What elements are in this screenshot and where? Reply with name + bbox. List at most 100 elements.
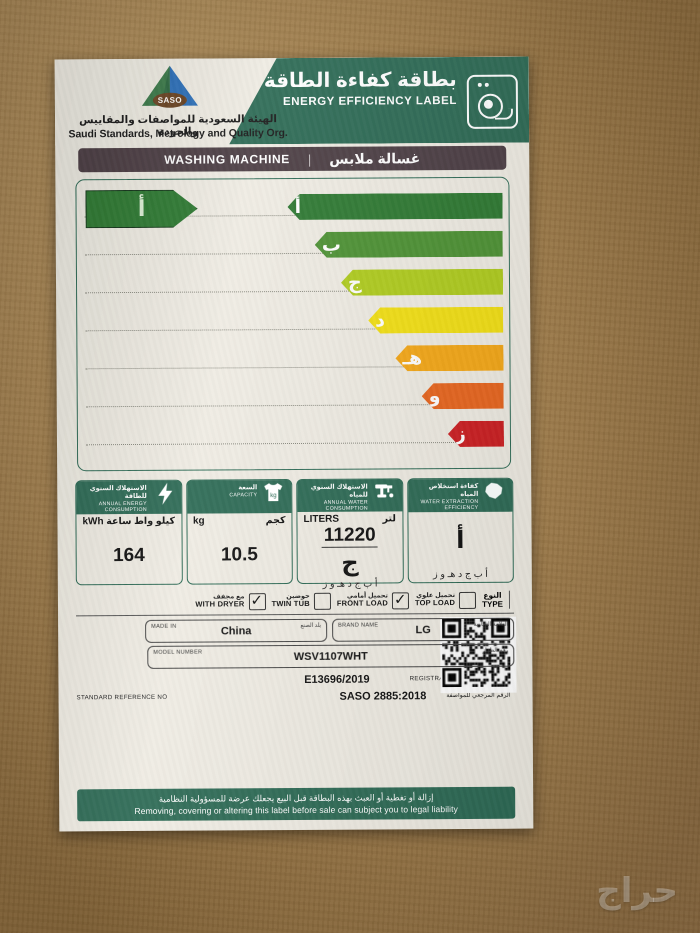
metric-header: kg السعة CAPACITY (186, 480, 292, 514)
type-bar-separator: | (307, 151, 312, 167)
standard-reference-label-en: STANDARD REFERENCE NO (76, 693, 168, 702)
legal-warning-en: Removing, covering or altering this labe… (134, 804, 458, 816)
legal-warning-footer: إزالة أو تغطية أو العبث بهذه البطاقة قبل… (77, 786, 516, 822)
metric-units: kg كجم (187, 513, 292, 527)
made-in-value: China (220, 624, 252, 637)
made-in-label-ar: بلد الصنع (300, 622, 322, 629)
metric-scale: أ ب ج د هـ و ز (433, 568, 488, 581)
checkbox-input-front-load[interactable] (391, 591, 410, 609)
metric-header: كفاءة استخلاص المياه WATER EXTRACTION EFF… (407, 478, 513, 513)
rating-bar-6: ز (448, 421, 504, 447)
energy-rating-ladder: أ ب ج د هـ و ز أ (75, 176, 512, 472)
info-row-brand-origin: BRAND NAME العلامة التجارية LG MADE IN ب… (76, 617, 515, 644)
model-number-field: MODEL NUMBER رقم الطراز WSV1107WHT (147, 643, 515, 669)
metric-box-annual-energy-consumption: الاستهلاك السنوي للطاقة ANNUAL ENERGY CON… (75, 479, 183, 586)
checkbox-label: حوضين TWIN TUB (271, 593, 310, 609)
metric-unit-ar: لتر (382, 513, 396, 525)
type-label-ar: النوع (483, 590, 502, 600)
rating-letter: ب (321, 234, 341, 256)
rating-bar-3: د (368, 307, 503, 334)
metric-box-capacity: kg السعة CAPACITY kg كجم 10.5 (185, 479, 293, 585)
metrics-row: الاستهلاك السنوي للطاقة ANNUAL ENERGY CON… (75, 477, 514, 590)
brand-name-label-en: BRAND NAME (338, 622, 379, 629)
brand-name-label-ar: العلامة التجارية (473, 621, 509, 628)
metric-unit-en: kWh (82, 516, 104, 528)
tshirt-icon: kg (262, 482, 284, 507)
saudi-map-icon (483, 481, 505, 506)
product-type-bar: WASHING MACHINE | غسالة ملابس (78, 145, 507, 173)
checkbox-twin-tub[interactable]: حوضين TWIN TUB (271, 592, 331, 610)
metric-units: kWh كيلو واط ساعة (76, 514, 181, 528)
checkbox-input-top-load[interactable] (458, 591, 477, 609)
metric-box-annual-water-consumption: الاستهلاك السنوي للمياه ANNUAL WATER CONS… (296, 478, 404, 590)
selected-rating-arrow: أ (85, 190, 197, 229)
metric-value: 164 (113, 544, 145, 566)
metric-value: 11220 (321, 524, 378, 548)
metric-grade: ج (341, 549, 359, 577)
checkbox-label-en: FRONT LOAD (336, 598, 389, 609)
rating-bar-2: ج (341, 269, 503, 296)
metric-unit-ar: كجم (265, 515, 286, 527)
product-info-section: BRAND NAME العلامة التجارية LG MADE IN ب… (76, 616, 517, 707)
rating-letter: هـ (402, 347, 423, 369)
metric-box-water-extraction-efficiency: كفاءة استخلاص المياه WATER EXTRACTION EFF… (406, 477, 514, 584)
metric-units: LITERS لتر (297, 511, 402, 525)
type-label-en: TYPE (482, 599, 504, 609)
rating-bar-0: أ (287, 193, 502, 220)
rating-bar-1: ب (315, 231, 503, 258)
rating-bar-4: هـ (395, 345, 503, 372)
rating-letter: و (428, 385, 441, 407)
rating-letter: ز (454, 423, 466, 445)
saso-logo: SASO (139, 65, 201, 115)
organization-name-en: Saudi Standards, Metrology and Quality O… (68, 127, 288, 141)
header-title-en: ENERGY EFFICIENCY LABEL (282, 94, 457, 109)
rating-letter: د (375, 309, 386, 332)
checkbox-top-load[interactable]: تحميل علوي TOP LOAD (414, 591, 477, 609)
metric-grade: أ (456, 526, 465, 555)
standard-reference-value: SASO 2885:2018 (339, 689, 427, 703)
metric-unit-en: LITERS (303, 513, 340, 525)
ladder-dotted-line (85, 441, 502, 445)
checkbox-label-en: TWIN TUB (271, 599, 310, 609)
header-title-ar: بطاقة كفاءة الطاقة (263, 68, 457, 93)
registration-no-value: E13696/2019 (304, 673, 370, 686)
rating-letter: أ (294, 196, 302, 218)
metric-unit-en: kg (192, 515, 205, 527)
svg-text:kg: kg (270, 493, 276, 499)
model-number-label-ar: رقم الطراز (482, 647, 509, 654)
type-label: النوع TYPE (481, 590, 511, 609)
metric-value-wrap: 11220 (297, 524, 402, 548)
metric-scale: أ ب ج د هـ و ز (322, 578, 378, 590)
site-watermark: حراج (596, 872, 678, 910)
faucet-icon (373, 481, 395, 506)
model-number-value: WSV1107WHT (293, 650, 368, 663)
energy-efficiency-label: بطاقة كفاءة الطاقة ENERGY EFFICIENCY LAB… (54, 56, 534, 832)
rating-bar-5: و (422, 383, 504, 410)
checkbox-label-en: TOP LOAD (414, 598, 456, 608)
checkbox-label: مع مجفف WITH DRYER (195, 593, 245, 610)
brand-name-field: BRAND NAME العلامة التجارية LG (332, 617, 515, 642)
checkbox-input-twin-tub[interactable] (313, 592, 331, 610)
metric-value: 10.5 (220, 543, 258, 565)
made-in-field: MADE IN بلد الصنع China (145, 618, 328, 643)
checkbox-label: تحميل أمامي FRONT LOAD (336, 592, 389, 609)
info-row-model: MODEL NUMBER رقم الطراز WSV1107WHT (76, 643, 515, 670)
checkbox-label-en: WITH DRYER (195, 599, 245, 610)
product-type-en: WASHING MACHINE (164, 152, 290, 167)
checkbox-label: تحميل علوي TOP LOAD (414, 592, 456, 608)
rating-letter: ج (347, 272, 362, 294)
model-number-label-en: MODEL NUMBER (153, 649, 203, 656)
checkbox-input-with-dryer[interactable] (248, 592, 266, 610)
selected-rating-letter: أ (137, 195, 146, 221)
brand-name-value: LG (415, 623, 431, 636)
product-type-ar: غسالة ملابس (329, 149, 421, 167)
label-header: بطاقة كفاءة الطاقة ENERGY EFFICIENCY LAB… (54, 56, 530, 146)
metric-unit-ar: كيلو واط ساعة (106, 515, 176, 528)
metric-header: الاستهلاك السنوي للطاقة ANNUAL ENERGY CON… (76, 480, 181, 515)
washing-machine-plug-icon (466, 74, 519, 129)
metric-header: الاستهلاك السنوي للمياه ANNUAL WATER CONS… (297, 479, 402, 512)
lightning-bolt-icon (156, 482, 174, 510)
